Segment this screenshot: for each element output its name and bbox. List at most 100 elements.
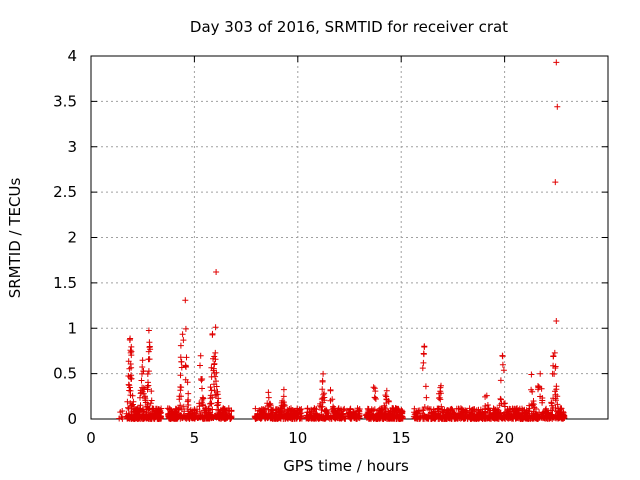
data-point [126, 365, 133, 372]
data-point [553, 59, 560, 66]
data-point [347, 413, 354, 420]
data-point [213, 383, 220, 390]
data-point [211, 361, 218, 368]
data-point [139, 364, 146, 370]
data-point [554, 393, 561, 400]
data-point [204, 415, 210, 422]
data-point [184, 379, 191, 386]
data-point [177, 387, 184, 394]
data-point [420, 359, 427, 366]
data-point [215, 414, 222, 421]
data-point [296, 408, 303, 415]
data-point [142, 397, 149, 404]
data-points [116, 59, 568, 422]
data-point [514, 405, 521, 412]
data-point [140, 408, 147, 415]
data-point [172, 405, 179, 412]
data-point [145, 327, 152, 334]
data-point [420, 415, 426, 422]
data-point [174, 414, 181, 421]
data-point [131, 406, 138, 413]
data-point [335, 405, 342, 412]
data-point [202, 406, 209, 413]
data-point [156, 414, 163, 421]
data-point [489, 413, 496, 419]
data-point [138, 377, 145, 384]
y-tick-label: 4 [67, 47, 77, 65]
data-point [385, 397, 392, 404]
data-point [200, 416, 207, 422]
data-point [435, 415, 442, 422]
data-point [129, 392, 136, 399]
data-point [127, 374, 134, 381]
data-point [315, 415, 322, 422]
data-point [528, 401, 535, 408]
data-point [183, 354, 190, 361]
data-point [504, 415, 511, 421]
data-point [267, 402, 274, 409]
data-point [185, 390, 192, 397]
data-point [147, 400, 154, 407]
y-tick-label: 2.5 [53, 183, 77, 201]
data-point [436, 395, 442, 402]
data-point [552, 388, 558, 395]
data-point [475, 406, 482, 413]
data-point [481, 411, 488, 418]
data-point [213, 269, 220, 275]
data-point [557, 405, 564, 412]
data-point [216, 409, 223, 416]
data-point [275, 407, 282, 414]
data-point [177, 402, 184, 409]
data-point [458, 415, 465, 421]
data-point [539, 395, 546, 401]
data-point [347, 406, 353, 413]
data-point [211, 387, 218, 394]
data-point [207, 384, 214, 391]
data-point [498, 400, 505, 407]
data-point [327, 386, 334, 393]
data-point [543, 412, 549, 419]
data-point [221, 406, 228, 412]
data-point [155, 415, 162, 422]
data-point [319, 378, 326, 385]
data-point [497, 413, 504, 420]
data-point [126, 387, 133, 394]
data-point [288, 406, 294, 413]
data-point [186, 415, 193, 422]
data-point [128, 343, 135, 350]
data-point [146, 356, 153, 363]
data-point [254, 415, 261, 421]
data-point [137, 413, 144, 420]
data-point [383, 387, 390, 394]
data-point [547, 414, 554, 421]
data-point [502, 403, 508, 410]
data-point [386, 415, 393, 421]
data-point [548, 400, 555, 407]
data-point [144, 386, 151, 393]
data-point [482, 408, 489, 415]
data-point [127, 335, 134, 342]
data-point [129, 412, 136, 419]
data-point [193, 414, 199, 421]
data-point [535, 413, 542, 420]
data-point [338, 406, 344, 413]
data-point [515, 413, 522, 420]
data-point [325, 412, 332, 419]
data-point [292, 412, 299, 419]
data-point [320, 391, 327, 398]
data-point [354, 408, 361, 415]
data-point [529, 402, 536, 409]
data-point [177, 342, 184, 349]
data-point [508, 408, 515, 415]
y-tick-label: 3.5 [53, 92, 77, 110]
y-tick-label: 1 [67, 319, 77, 337]
grid-lines [91, 56, 608, 419]
data-point [395, 405, 402, 412]
data-point [507, 411, 514, 418]
data-point [421, 344, 428, 350]
data-point [493, 415, 499, 422]
data-point [560, 411, 566, 418]
data-point [423, 394, 430, 401]
data-point [139, 357, 146, 364]
x-tick-label: 20 [495, 429, 514, 447]
